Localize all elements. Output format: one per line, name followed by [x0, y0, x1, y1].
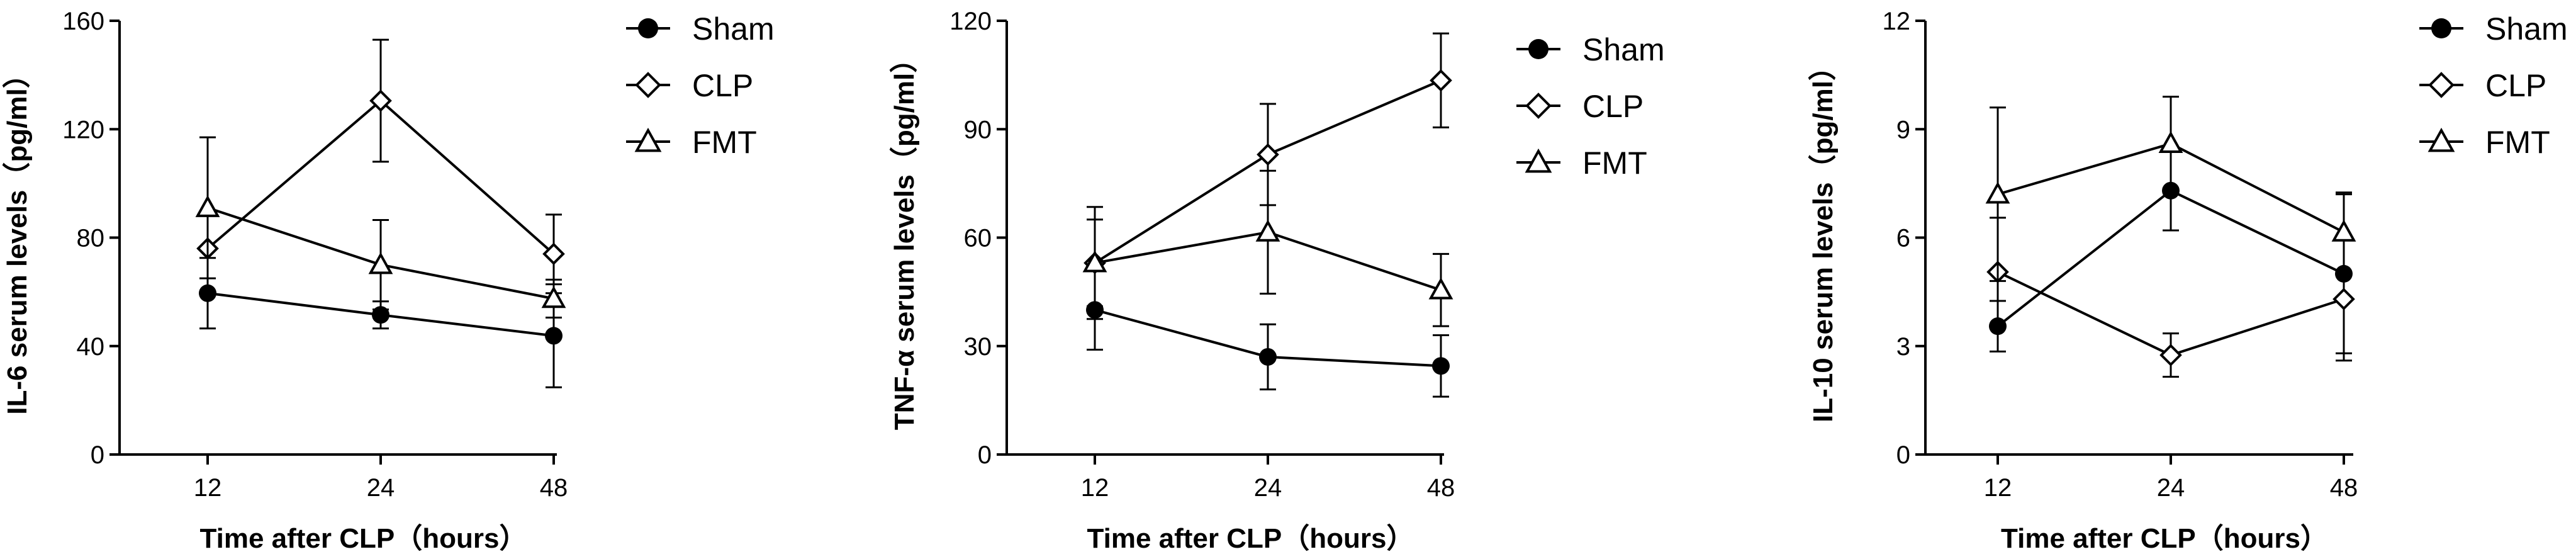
- x-tick-label: 48: [2330, 474, 2358, 502]
- y-tick-label: 40: [77, 333, 105, 361]
- x-tick-label: 24: [2157, 474, 2185, 502]
- chart-panel-2: 0 30 60 90 120 12 24 48 Time after CLP（hours） TNF…: [889, 8, 1665, 554]
- y-tick-label: 9: [1896, 116, 1910, 144]
- legend-label: Sham: [1582, 32, 1665, 67]
- legend-item-sham: Sham: [2419, 11, 2568, 47]
- legend-item-clp: CLP: [626, 68, 753, 103]
- legend-label: Sham: [692, 11, 775, 47]
- y-axis-title: IL-6 serum levels（pg/ml）: [2, 60, 33, 414]
- data-point: [195, 195, 220, 217]
- legend-item-clp: CLP: [2419, 68, 2546, 103]
- data-point: [2332, 288, 2355, 310]
- legend-item-fmt: FMT: [1516, 145, 1647, 181]
- data-point: [1985, 181, 2010, 204]
- legend-item-fmt: FMT: [2419, 125, 2550, 160]
- series-fmt: [1082, 169, 1453, 327]
- x-tick-label: 48: [1427, 474, 1455, 502]
- data-point: [1255, 219, 1280, 242]
- data-point: [1259, 347, 1277, 366]
- data-point: [199, 284, 216, 302]
- y-tick-label: 3: [1896, 333, 1910, 361]
- data-point: [2159, 344, 2182, 366]
- x-tick-label: 12: [1984, 474, 2012, 502]
- data-point: [1428, 277, 1453, 300]
- data-point: [1257, 143, 1279, 166]
- legend-marker: [634, 127, 662, 152]
- legend-marker: [1525, 93, 1552, 119]
- data-point: [1082, 250, 1107, 273]
- legend-marker: [2428, 72, 2455, 98]
- legend-marker: [1525, 148, 1552, 173]
- series-clp: [1986, 217, 2355, 378]
- data-point: [368, 252, 393, 274]
- legend-label: FMT: [1582, 145, 1647, 181]
- series-fmt: [195, 136, 566, 319]
- legend-item-clp: CLP: [1516, 89, 1644, 124]
- data-point: [542, 242, 565, 266]
- y-tick-label: 160: [62, 8, 104, 35]
- series-fmt: [1985, 96, 2356, 282]
- legend-label: CLP: [1582, 89, 1644, 124]
- legend-label: CLP: [2485, 68, 2546, 103]
- legend-marker: [635, 72, 661, 98]
- legend-label: CLP: [692, 68, 753, 103]
- y-tick-label: 60: [964, 225, 992, 252]
- y-tick-label: 30: [964, 333, 992, 361]
- series-clp: [196, 38, 565, 295]
- legend-item-sham: Sham: [626, 11, 775, 47]
- legend-marker: [638, 18, 658, 38]
- legend-item-sham: Sham: [1516, 32, 1665, 67]
- y-tick-label: 120: [62, 116, 104, 144]
- data-point: [1430, 69, 1452, 92]
- data-point: [545, 327, 563, 345]
- data-point: [541, 286, 566, 308]
- data-point: [372, 306, 389, 324]
- legend-label: FMT: [692, 125, 757, 160]
- x-tick-label: 24: [367, 474, 395, 502]
- y-tick-label: 12: [1883, 8, 1911, 35]
- y-axis-title: IL-10 serum levels（pg/ml）: [1808, 53, 1839, 422]
- y-tick-label: 120: [949, 8, 992, 35]
- legend-item-fmt: FMT: [626, 125, 757, 160]
- legend-marker: [1528, 39, 1548, 59]
- data-point: [2331, 219, 2356, 242]
- data-point: [369, 89, 392, 112]
- chart-panel-1: 0 40 80 120 160 12 24 48 Time after CLP（hours） IL…: [2, 8, 775, 554]
- legend-marker: [2431, 18, 2451, 38]
- y-tick-label: 0: [1896, 441, 1910, 469]
- x-axis-title: Time after CLP（hours）: [200, 523, 527, 554]
- y-tick-label: 6: [1896, 225, 1910, 252]
- legend-marker: [2428, 127, 2455, 152]
- y-tick-label: 90: [964, 116, 992, 144]
- data-point: [1432, 357, 1450, 375]
- y-tick-label: 0: [91, 441, 104, 469]
- x-axis-title: Time after CLP（hours）: [1087, 523, 1414, 554]
- x-tick-label: 48: [540, 474, 568, 502]
- y-tick-label: 0: [978, 441, 992, 469]
- x-tick-label: 12: [1081, 474, 1109, 502]
- x-tick-label: 12: [194, 474, 222, 502]
- y-tick-label: 80: [77, 225, 105, 252]
- data-point: [2158, 131, 2183, 154]
- x-tick-label: 24: [1254, 474, 1282, 502]
- x-axis-title: Time after CLP（hours）: [2001, 523, 2328, 554]
- legend-label: Sham: [2485, 11, 2568, 47]
- y-axis-title: TNF-α serum levels（pg/ml）: [889, 45, 920, 430]
- legend-label: FMT: [2485, 125, 2550, 160]
